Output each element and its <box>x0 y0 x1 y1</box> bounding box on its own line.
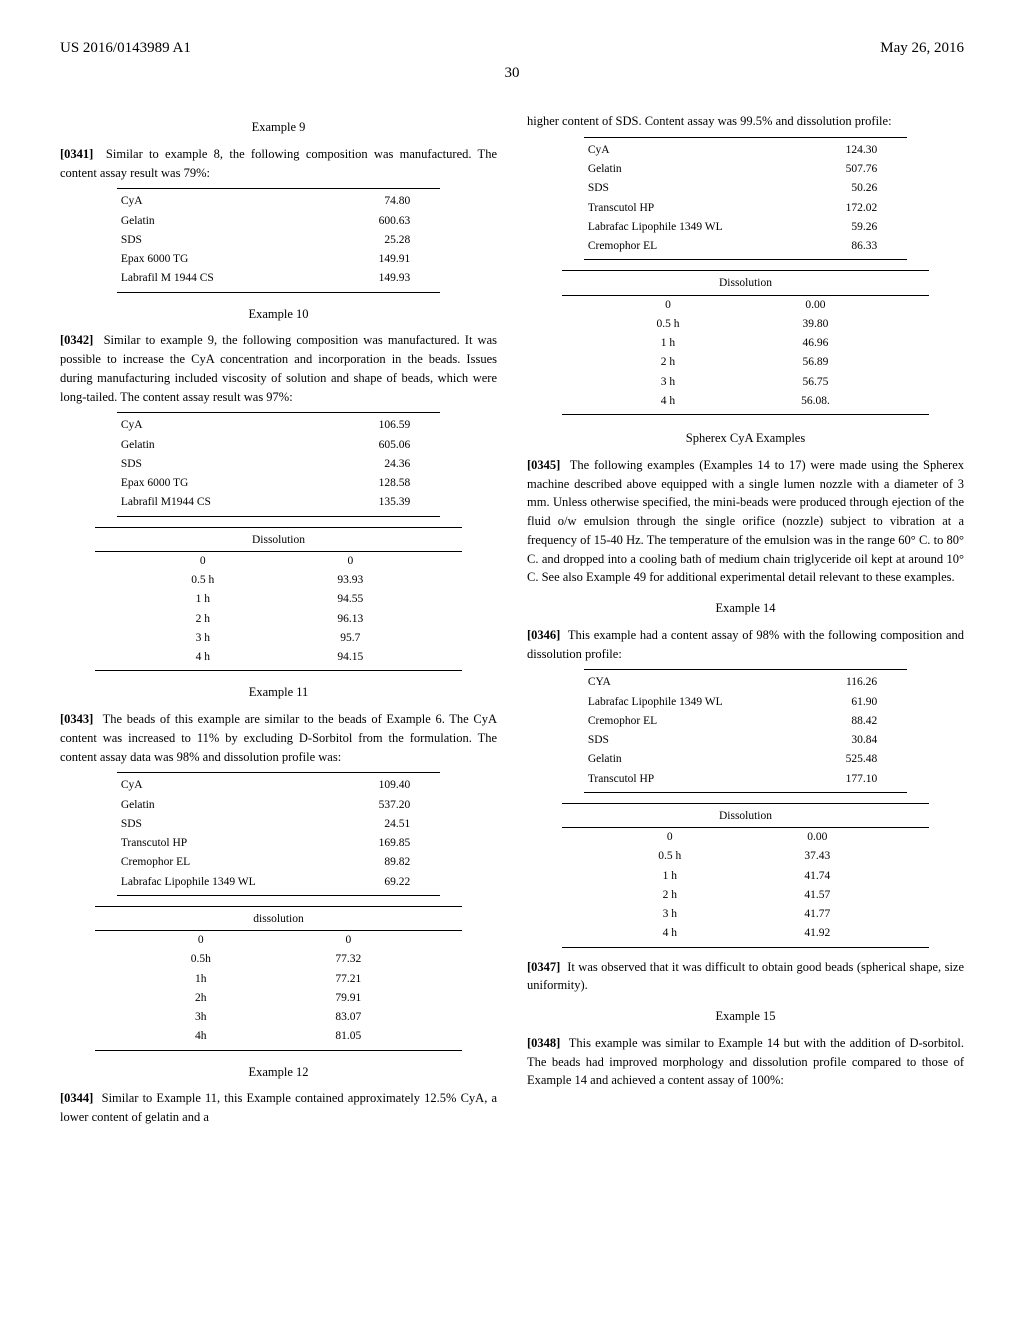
para-text: This example had a content assay of 98% … <box>527 628 964 661</box>
spherex-heading: Spherex CyA Examples <box>527 429 964 448</box>
para-text: This example was similar to Example 14 b… <box>527 1036 964 1088</box>
para-text: Similar to Example 11, this Example cont… <box>60 1091 497 1124</box>
paragraph-0348: [0348] This example was similar to Examp… <box>527 1034 964 1090</box>
example-12-continuation: higher content of SDS. Content assay was… <box>527 112 964 131</box>
para-text: It was observed that it was difficult to… <box>527 960 964 993</box>
example-15-heading: Example 15 <box>527 1007 964 1026</box>
para-num: [0346] <box>527 628 560 642</box>
paragraph-0344: [0344] Similar to Example 11, this Examp… <box>60 1089 497 1127</box>
example-14-dissolution-table: Dissolution 00.00 0.5 h37.43 1 h41.74 2 … <box>562 803 929 948</box>
example-14-heading: Example 14 <box>527 599 964 618</box>
left-column: Example 9 [0341] Similar to example 8, t… <box>60 106 497 1133</box>
paragraph-0343: [0343] The beads of this example are sim… <box>60 710 497 766</box>
paragraph-0342: [0342] Similar to example 9, the followi… <box>60 331 497 406</box>
example-12-composition-table: CyA124.30 Gelatin507.76 SDS50.26 Transcu… <box>584 137 907 261</box>
example-10-composition-table: CyA106.59 Gelatin605.06 SDS24.36 Epax 60… <box>117 412 440 516</box>
para-num: [0341] <box>60 147 93 161</box>
example-11-heading: Example 11 <box>60 683 497 702</box>
para-num: [0348] <box>527 1036 560 1050</box>
page-number: 30 <box>60 65 964 82</box>
example-10-dissolution-table: Dissolution 00 0.5 h93.93 1 h94.55 2 h96… <box>95 527 462 672</box>
para-text: Similar to example 8, the following comp… <box>60 147 497 180</box>
para-text: higher content of SDS. Content assay was… <box>527 114 892 128</box>
paragraph-0341: [0341] Similar to example 8, the followi… <box>60 145 497 183</box>
para-num: [0343] <box>60 712 93 726</box>
paragraph-0347: [0347] It was observed that it was diffi… <box>527 958 964 996</box>
example-11-composition-table: CyA109.40 Gelatin537.20 SDS24.51 Transcu… <box>117 772 440 896</box>
paragraph-0345: [0345] The following examples (Examples … <box>527 456 964 587</box>
example-14-composition-table: CYA116.26 Labrafac Lipophile 1349 WL61.9… <box>584 669 907 793</box>
publication-number: US 2016/0143989 A1 <box>60 40 191 57</box>
para-num: [0342] <box>60 333 93 347</box>
para-num: [0345] <box>527 458 560 472</box>
example-9-heading: Example 9 <box>60 118 497 137</box>
right-column: higher content of SDS. Content assay was… <box>527 106 964 1133</box>
columns: Example 9 [0341] Similar to example 8, t… <box>60 106 964 1133</box>
example-10-heading: Example 10 <box>60 305 497 324</box>
example-12-dissolution-table: Dissolution 00.00 0.5 h39.80 1 h46.96 2 … <box>562 270 929 415</box>
publication-date: May 26, 2016 <box>880 40 964 57</box>
para-num: [0344] <box>60 1091 93 1105</box>
page-header: US 2016/0143989 A1 May 26, 2016 <box>60 40 964 57</box>
paragraph-0346: [0346] This example had a content assay … <box>527 626 964 664</box>
example-11-dissolution-table: dissolution 00 0.5h77.32 1h77.21 2h79.91… <box>95 906 462 1051</box>
para-text: Similar to example 9, the following comp… <box>60 333 497 403</box>
page: US 2016/0143989 A1 May 26, 2016 30 Examp… <box>0 0 1024 1320</box>
example-9-composition-table: CyA74.80 Gelatin600.63 SDS25.28 Epax 600… <box>117 188 440 292</box>
para-text: The following examples (Examples 14 to 1… <box>527 458 964 585</box>
para-num: [0347] <box>527 960 560 974</box>
para-text: The beads of this example are similar to… <box>60 712 497 764</box>
example-12-heading: Example 12 <box>60 1063 497 1082</box>
